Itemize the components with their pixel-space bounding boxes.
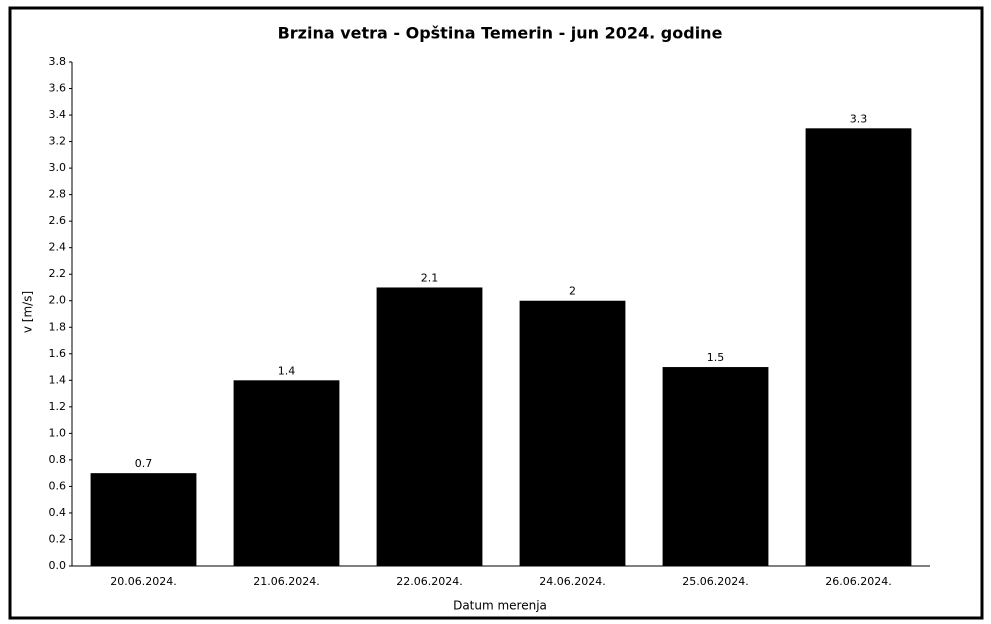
y-tick-label: 2.2 (49, 267, 67, 280)
data-label: 2.1 (421, 271, 439, 284)
x-tick-label: 25.06.2024. (682, 575, 748, 588)
y-tick-label: 1.2 (49, 400, 67, 413)
y-tick-label: 2.0 (49, 294, 67, 307)
y-tick-label: 1.4 (49, 373, 67, 386)
y-tick-label: 0.8 (49, 453, 67, 466)
chart-title: Brzina vetra - Opština Temerin - jun 202… (278, 24, 723, 43)
x-axis-title: Datum merenja (453, 599, 547, 613)
y-tick-label: 3.2 (49, 135, 67, 148)
y-tick-label: 0.0 (49, 559, 67, 572)
y-tick-label: 3.6 (49, 82, 67, 95)
data-label: 2 (569, 285, 576, 298)
bar (233, 380, 340, 566)
y-tick-label: 0.2 (49, 532, 67, 545)
x-tick-label: 22.06.2024. (396, 575, 462, 588)
y-tick-label: 3.4 (49, 108, 67, 121)
data-label: 0.7 (135, 457, 153, 470)
frame (8, 6, 984, 620)
bar (805, 128, 912, 566)
y-tick-label: 1.6 (49, 347, 67, 360)
y-tick-label: 0.4 (49, 506, 67, 519)
x-tick-label: 26.06.2024. (825, 575, 891, 588)
data-label: 1.4 (278, 364, 296, 377)
data-label: 3.3 (850, 112, 868, 125)
y-tick-label: 0.6 (49, 479, 67, 492)
y-tick-label: 1.8 (49, 320, 67, 333)
y-tick-label: 2.8 (49, 188, 67, 201)
bar (519, 300, 626, 566)
y-axis-title: v [m/s] (21, 291, 35, 333)
bar (90, 473, 197, 566)
y-tick-label: 2.4 (49, 241, 67, 254)
data-label: 1.5 (707, 351, 725, 364)
y-tick-label: 2.6 (49, 214, 67, 227)
y-tick-label: 3.8 (49, 55, 67, 68)
x-tick-label: 21.06.2024. (253, 575, 319, 588)
bar (662, 367, 769, 566)
y-tick-label: 3.0 (49, 161, 67, 174)
y-tick-label: 1.0 (49, 426, 67, 439)
bar (376, 287, 483, 566)
x-tick-label: 24.06.2024. (539, 575, 605, 588)
x-tick-label: 20.06.2024. (110, 575, 176, 588)
